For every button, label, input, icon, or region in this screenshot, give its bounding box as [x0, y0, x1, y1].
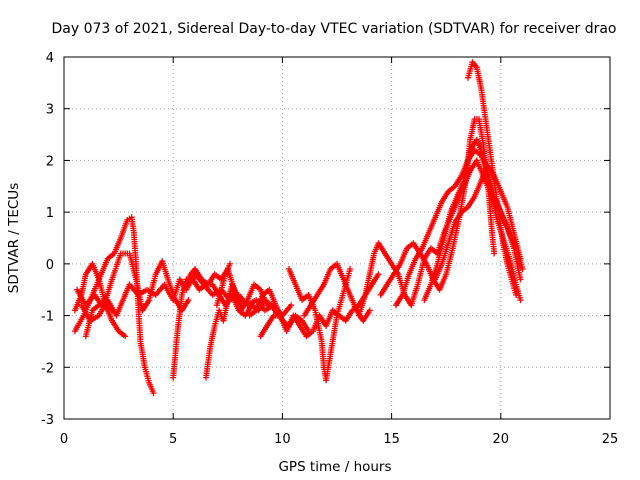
series-markers [82, 297, 115, 340]
y-axis-label: SDTVAR / TECUs [6, 183, 22, 293]
data-series-sat-i [213, 260, 233, 309]
series-markers [432, 162, 524, 283]
data-series-sat-h [203, 281, 244, 381]
data-series-sat-s [432, 162, 524, 283]
y-tick-label: 0 [46, 258, 54, 273]
series-markers [74, 250, 192, 314]
axis-ticks: 0 5 10 15 20 25 -3 -2 -1 0 1 2 3 4 [41, 51, 618, 447]
x-tick-label: 20 [493, 432, 510, 447]
plot-frame [63, 56, 611, 420]
data-series-sat-e [82, 297, 115, 340]
x-tick-label: 15 [383, 432, 400, 447]
series-markers [393, 147, 524, 309]
data-points [71, 59, 526, 397]
y-tick-label: -3 [41, 413, 54, 428]
series-markers [203, 281, 244, 381]
series-markers [213, 260, 233, 309]
data-series-sat-c [74, 250, 192, 314]
y-tick-label: 2 [46, 154, 54, 169]
data-series-sat-m [301, 260, 373, 324]
x-tick-label: 0 [60, 432, 68, 447]
data-series-sat-f [170, 276, 281, 381]
y-tick-label: 1 [46, 206, 54, 221]
x-tick-label: 10 [274, 432, 291, 447]
y-tick-label: 4 [46, 51, 54, 66]
data-series-sat-p [393, 147, 524, 309]
chart-title: Day 073 of 2021, Sidereal Day-to-day VTE… [51, 21, 616, 37]
x-axis-label: GPS time / hours [278, 459, 391, 475]
x-tick-label: 25 [602, 432, 619, 447]
x-tick-label: 5 [169, 432, 177, 447]
y-tick-label: -2 [41, 361, 54, 376]
y-tick-label: 3 [46, 103, 54, 118]
series-markers [170, 276, 281, 381]
series-markers [301, 260, 373, 324]
y-tick-label: -1 [41, 310, 54, 325]
